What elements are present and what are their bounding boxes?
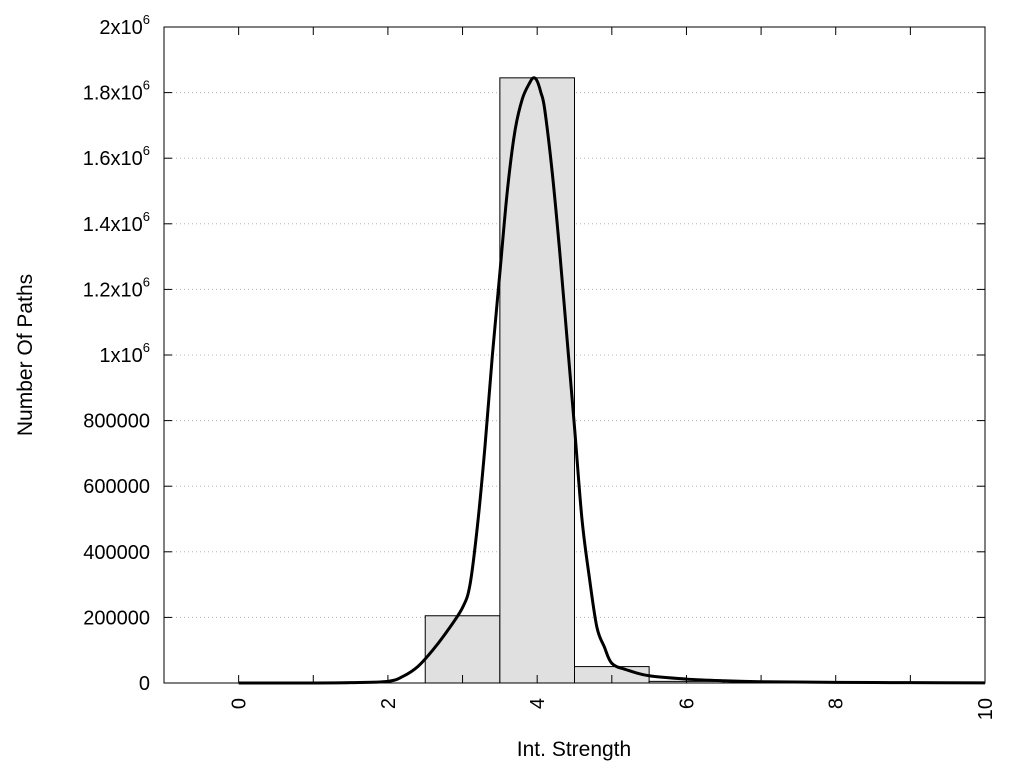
x-axis-title: Int. Strength: [517, 738, 631, 761]
y-axis-title: Number Of Paths: [14, 274, 37, 436]
y-tick-label-10: 2x106: [99, 12, 150, 39]
y-tick-label-0: 0: [139, 673, 150, 695]
x-tick-labels: 0 2 4 6 8 10: [229, 698, 997, 720]
y-tick-label-3: 600000: [83, 476, 150, 498]
fit-curve: [238, 76, 986, 685]
x-tick-label-4: 8: [826, 698, 848, 709]
x-tick-label-3: 6: [676, 698, 698, 709]
y-tick-label-1: 200000: [83, 607, 150, 629]
grid-lines: [164, 92, 985, 618]
y-tick-label-4: 800000: [83, 411, 150, 433]
x-tick-label-0: 0: [229, 698, 251, 709]
y-tick-label-2: 400000: [83, 542, 150, 564]
x-tick-label-2: 4: [527, 698, 549, 709]
y-tick-label-8: 1.6x106: [83, 143, 150, 170]
y-tick-label-7: 1.4x106: [83, 209, 150, 236]
histogram-bar-0: [424, 615, 501, 684]
axis-ticks: [164, 26, 986, 684]
histogram-bars: [424, 77, 725, 684]
x-tick-label-5: 10: [975, 698, 997, 720]
x-tick-label-1: 2: [378, 698, 400, 709]
y-tick-label-6: 1.2x106: [83, 274, 150, 301]
y-tick-label-5: 1x106: [99, 340, 150, 367]
fit-curve-layer: [238, 76, 986, 685]
y-tick-label-9: 1.8x106: [83, 78, 150, 105]
y-tick-labels: 0 200000 400000 600000 800000 1x106 1.2x106 1.4…: [83, 12, 150, 695]
